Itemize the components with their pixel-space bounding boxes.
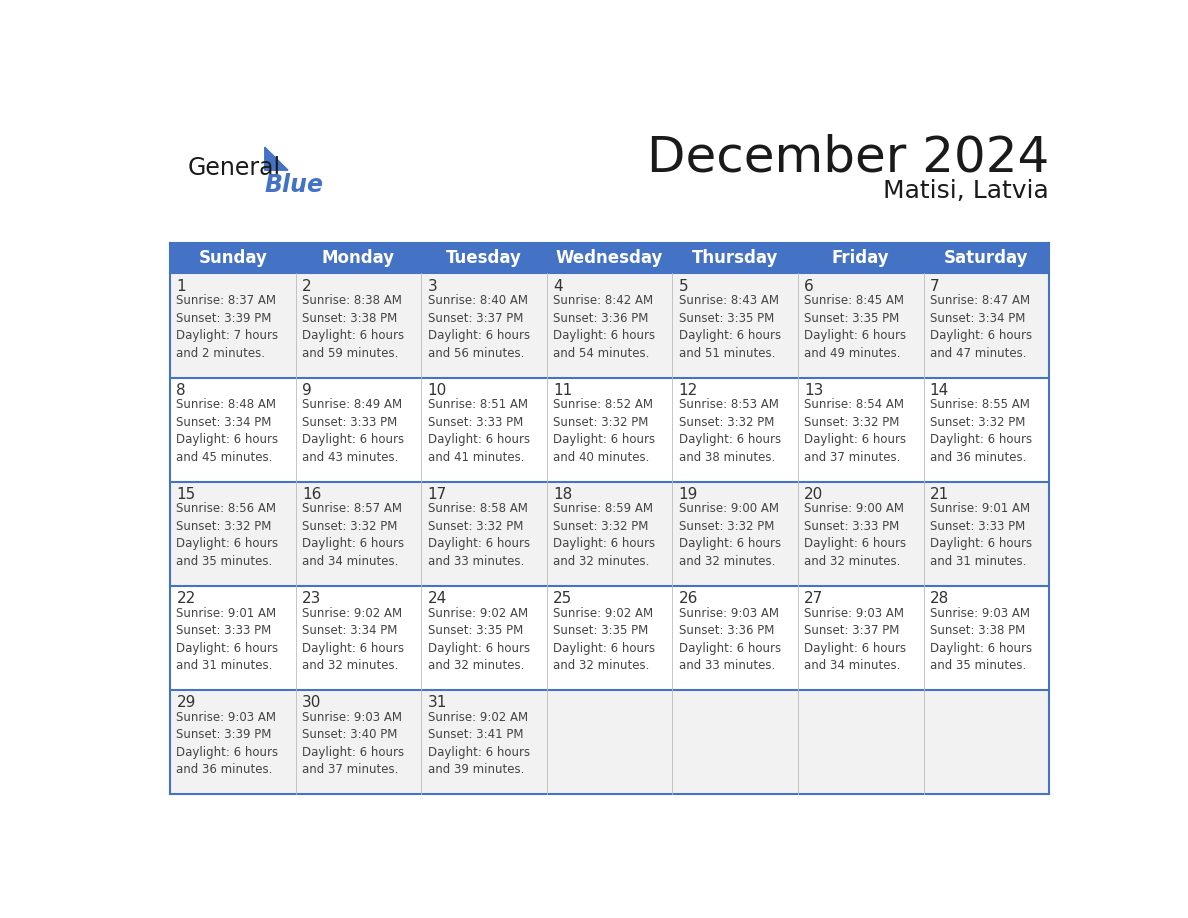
Text: Sunrise: 8:59 AM
Sunset: 3:32 PM
Daylight: 6 hours
and 32 minutes.: Sunrise: 8:59 AM Sunset: 3:32 PM Dayligh… (554, 502, 655, 568)
Text: Sunrise: 8:38 AM
Sunset: 3:38 PM
Daylight: 6 hours
and 59 minutes.: Sunrise: 8:38 AM Sunset: 3:38 PM Dayligh… (302, 294, 404, 360)
Text: Sunrise: 8:55 AM
Sunset: 3:32 PM
Daylight: 6 hours
and 36 minutes.: Sunrise: 8:55 AM Sunset: 3:32 PM Dayligh… (930, 398, 1032, 464)
Text: Sunrise: 8:58 AM
Sunset: 3:32 PM
Daylight: 6 hours
and 33 minutes.: Sunrise: 8:58 AM Sunset: 3:32 PM Dayligh… (428, 502, 530, 568)
Polygon shape (265, 147, 287, 170)
Text: Sunrise: 8:52 AM
Sunset: 3:32 PM
Daylight: 6 hours
and 40 minutes.: Sunrise: 8:52 AM Sunset: 3:32 PM Dayligh… (554, 398, 655, 464)
Bar (170, 377, 1049, 482)
Text: 20: 20 (804, 487, 823, 502)
Text: 28: 28 (930, 591, 949, 606)
Text: 17: 17 (428, 487, 447, 502)
Text: 5: 5 (678, 279, 688, 294)
Text: Sunrise: 8:40 AM
Sunset: 3:37 PM
Daylight: 6 hours
and 56 minutes.: Sunrise: 8:40 AM Sunset: 3:37 PM Dayligh… (428, 294, 530, 360)
Text: 11: 11 (554, 383, 573, 397)
Text: 3: 3 (428, 279, 437, 294)
Text: Sunrise: 8:54 AM
Sunset: 3:32 PM
Daylight: 6 hours
and 37 minutes.: Sunrise: 8:54 AM Sunset: 3:32 PM Dayligh… (804, 398, 906, 464)
Text: 14: 14 (930, 383, 949, 397)
Text: Friday: Friday (832, 249, 890, 267)
Text: Sunrise: 9:02 AM
Sunset: 3:41 PM
Daylight: 6 hours
and 39 minutes.: Sunrise: 9:02 AM Sunset: 3:41 PM Dayligh… (428, 711, 530, 776)
Text: 24: 24 (428, 591, 447, 606)
Text: Sunrise: 8:51 AM
Sunset: 3:33 PM
Daylight: 6 hours
and 41 minutes.: Sunrise: 8:51 AM Sunset: 3:33 PM Dayligh… (428, 398, 530, 464)
Text: Sunrise: 9:03 AM
Sunset: 3:38 PM
Daylight: 6 hours
and 35 minutes.: Sunrise: 9:03 AM Sunset: 3:38 PM Dayligh… (930, 607, 1032, 672)
Text: Sunrise: 9:02 AM
Sunset: 3:34 PM
Daylight: 6 hours
and 32 minutes.: Sunrise: 9:02 AM Sunset: 3:34 PM Dayligh… (302, 607, 404, 672)
Text: Sunrise: 9:03 AM
Sunset: 3:39 PM
Daylight: 6 hours
and 36 minutes.: Sunrise: 9:03 AM Sunset: 3:39 PM Dayligh… (176, 711, 278, 776)
Bar (170, 586, 1049, 689)
Text: Sunday: Sunday (198, 249, 267, 267)
Text: 2: 2 (302, 279, 311, 294)
Text: 13: 13 (804, 383, 823, 397)
Text: 25: 25 (554, 591, 573, 606)
Text: Sunrise: 9:03 AM
Sunset: 3:40 PM
Daylight: 6 hours
and 37 minutes.: Sunrise: 9:03 AM Sunset: 3:40 PM Dayligh… (302, 711, 404, 776)
Text: 7: 7 (930, 279, 940, 294)
Text: Blue: Blue (265, 174, 324, 197)
Bar (170, 482, 1049, 586)
Text: Sunrise: 8:42 AM
Sunset: 3:36 PM
Daylight: 6 hours
and 54 minutes.: Sunrise: 8:42 AM Sunset: 3:36 PM Dayligh… (554, 294, 655, 360)
Text: Sunrise: 9:03 AM
Sunset: 3:37 PM
Daylight: 6 hours
and 34 minutes.: Sunrise: 9:03 AM Sunset: 3:37 PM Dayligh… (804, 607, 906, 672)
Text: Sunrise: 8:48 AM
Sunset: 3:34 PM
Daylight: 6 hours
and 45 minutes.: Sunrise: 8:48 AM Sunset: 3:34 PM Dayligh… (176, 398, 278, 464)
Text: Sunrise: 9:00 AM
Sunset: 3:33 PM
Daylight: 6 hours
and 32 minutes.: Sunrise: 9:00 AM Sunset: 3:33 PM Dayligh… (804, 502, 906, 568)
Text: 19: 19 (678, 487, 699, 502)
Text: Sunrise: 8:57 AM
Sunset: 3:32 PM
Daylight: 6 hours
and 34 minutes.: Sunrise: 8:57 AM Sunset: 3:32 PM Dayligh… (302, 502, 404, 568)
Text: Sunrise: 8:37 AM
Sunset: 3:39 PM
Daylight: 7 hours
and 2 minutes.: Sunrise: 8:37 AM Sunset: 3:39 PM Dayligh… (176, 294, 278, 360)
Text: 15: 15 (176, 487, 196, 502)
Text: 27: 27 (804, 591, 823, 606)
Text: 31: 31 (428, 695, 447, 711)
Text: Matisi, Latvia: Matisi, Latvia (884, 179, 1049, 204)
Text: 1: 1 (176, 279, 187, 294)
Text: General: General (188, 156, 280, 180)
Text: Wednesday: Wednesday (556, 249, 663, 267)
Text: Sunrise: 9:01 AM
Sunset: 3:33 PM
Daylight: 6 hours
and 31 minutes.: Sunrise: 9:01 AM Sunset: 3:33 PM Dayligh… (930, 502, 1032, 568)
Text: Sunrise: 8:49 AM
Sunset: 3:33 PM
Daylight: 6 hours
and 43 minutes.: Sunrise: 8:49 AM Sunset: 3:33 PM Dayligh… (302, 398, 404, 464)
Text: December 2024: December 2024 (646, 133, 1049, 181)
Text: Sunrise: 9:00 AM
Sunset: 3:32 PM
Daylight: 6 hours
and 32 minutes.: Sunrise: 9:00 AM Sunset: 3:32 PM Dayligh… (678, 502, 781, 568)
Text: Sunrise: 9:02 AM
Sunset: 3:35 PM
Daylight: 6 hours
and 32 minutes.: Sunrise: 9:02 AM Sunset: 3:35 PM Dayligh… (428, 607, 530, 672)
Text: 21: 21 (930, 487, 949, 502)
Text: 6: 6 (804, 279, 814, 294)
Text: 22: 22 (176, 591, 196, 606)
Text: Sunrise: 9:01 AM
Sunset: 3:33 PM
Daylight: 6 hours
and 31 minutes.: Sunrise: 9:01 AM Sunset: 3:33 PM Dayligh… (176, 607, 278, 672)
Text: Sunrise: 9:02 AM
Sunset: 3:35 PM
Daylight: 6 hours
and 32 minutes.: Sunrise: 9:02 AM Sunset: 3:35 PM Dayligh… (554, 607, 655, 672)
Text: 30: 30 (302, 695, 321, 711)
Text: 16: 16 (302, 487, 321, 502)
Text: 4: 4 (554, 279, 563, 294)
Text: 23: 23 (302, 591, 321, 606)
Text: Sunrise: 8:45 AM
Sunset: 3:35 PM
Daylight: 6 hours
and 49 minutes.: Sunrise: 8:45 AM Sunset: 3:35 PM Dayligh… (804, 294, 906, 360)
Text: 12: 12 (678, 383, 697, 397)
Text: Monday: Monday (322, 249, 396, 267)
Text: Sunrise: 8:53 AM
Sunset: 3:32 PM
Daylight: 6 hours
and 38 minutes.: Sunrise: 8:53 AM Sunset: 3:32 PM Dayligh… (678, 398, 781, 464)
Bar (170, 274, 1049, 377)
Text: Sunrise: 8:43 AM
Sunset: 3:35 PM
Daylight: 6 hours
and 51 minutes.: Sunrise: 8:43 AM Sunset: 3:35 PM Dayligh… (678, 294, 781, 360)
Text: Saturday: Saturday (944, 249, 1029, 267)
Text: Sunrise: 8:56 AM
Sunset: 3:32 PM
Daylight: 6 hours
and 35 minutes.: Sunrise: 8:56 AM Sunset: 3:32 PM Dayligh… (176, 502, 278, 568)
Text: Thursday: Thursday (691, 249, 778, 267)
Text: Sunrise: 8:47 AM
Sunset: 3:34 PM
Daylight: 6 hours
and 47 minutes.: Sunrise: 8:47 AM Sunset: 3:34 PM Dayligh… (930, 294, 1032, 360)
Text: 26: 26 (678, 591, 699, 606)
Text: 8: 8 (176, 383, 187, 397)
Text: Tuesday: Tuesday (447, 249, 522, 267)
Text: 18: 18 (554, 487, 573, 502)
Bar (170, 689, 1049, 794)
Text: 9: 9 (302, 383, 311, 397)
Text: Sunrise: 9:03 AM
Sunset: 3:36 PM
Daylight: 6 hours
and 33 minutes.: Sunrise: 9:03 AM Sunset: 3:36 PM Dayligh… (678, 607, 781, 672)
Bar (170, 242, 1049, 274)
Text: 29: 29 (176, 695, 196, 711)
Text: 10: 10 (428, 383, 447, 397)
